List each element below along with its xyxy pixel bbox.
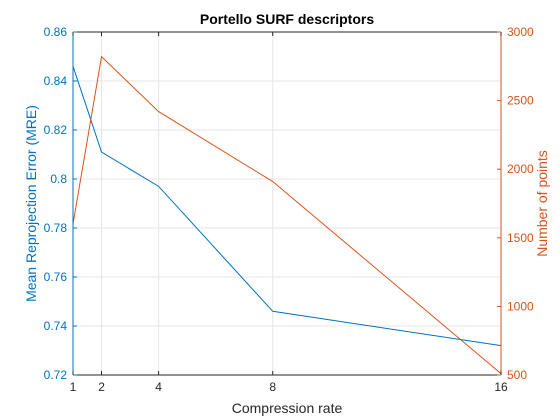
left-tick-label-5: 0.82: [44, 123, 68, 137]
plot-background: [73, 32, 501, 375]
left-tick-label-3: 0.78: [44, 221, 68, 235]
left-tick-label-7: 0.86: [44, 25, 68, 39]
left-tick-label-4: 0.8: [50, 172, 67, 186]
mre-series-line: [72, 66, 502, 347]
right-tick-label-5: 3000: [507, 25, 534, 39]
points-series-line: [72, 55, 502, 375]
x-tick-label-3: 8: [269, 380, 276, 394]
left-tick-label-1: 0.74: [44, 319, 68, 333]
tick-labels: 1 2 4 8 16 0.72 0.74 0.76 0.78 0.8 0.82 0.84 0.86 500…: [44, 25, 534, 394]
right-axis-title: Number of points: [534, 150, 550, 257]
grid-lines: [72, 31, 502, 376]
left-tick-label-6: 0.84: [44, 74, 68, 88]
series-lines: [72, 55, 502, 375]
right-tick-label-1: 1000: [507, 299, 534, 313]
x-tick-label-2: 4: [155, 380, 162, 394]
right-tick-label-0: 500: [507, 368, 527, 382]
x-axis-title: Compression rate: [232, 400, 343, 416]
x-tick-label-0: 1: [70, 380, 77, 394]
axes: [72, 31, 502, 376]
left-tick-label-2: 0.76: [44, 270, 68, 284]
right-tick-label-2: 1500: [507, 231, 534, 245]
left-axis-title: Mean Reprojection Error (MRE): [23, 105, 39, 302]
right-tick-label-3: 2000: [507, 162, 534, 176]
x-tick-label-1: 2: [98, 380, 105, 394]
left-tick-label-0: 0.72: [44, 368, 68, 382]
x-tick-label-4: 16: [494, 380, 508, 394]
right-tick-label-4: 2500: [507, 94, 534, 108]
chart-title: Portello SURF descriptors: [200, 11, 374, 27]
